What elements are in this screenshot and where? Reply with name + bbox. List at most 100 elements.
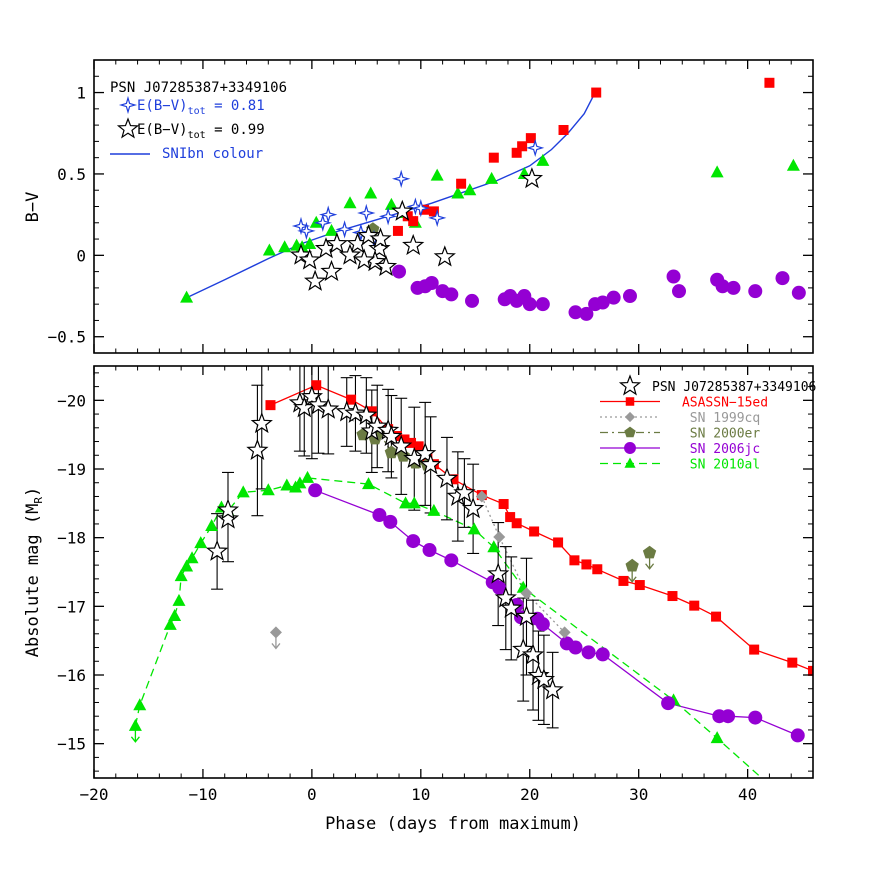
star4-point xyxy=(318,205,338,224)
sn2006jc-point xyxy=(715,279,730,294)
star4-point xyxy=(526,138,545,158)
sn2010al-point xyxy=(261,483,275,496)
asassn-point xyxy=(591,87,602,98)
sn2006jc-point xyxy=(748,284,763,299)
y-tick-label: 1 xyxy=(76,84,86,103)
x-tick-label: 30 xyxy=(629,785,648,804)
sn2010al-point xyxy=(536,153,550,166)
asassn-point xyxy=(634,580,645,591)
psn-point xyxy=(494,586,517,608)
sn2006jc-point xyxy=(444,287,459,302)
sn2010al-point xyxy=(786,158,800,171)
sn2000er-point xyxy=(642,545,657,559)
psn-point xyxy=(435,466,459,489)
sn2010al-point xyxy=(303,236,317,249)
y-tick-label: −18 xyxy=(57,529,86,548)
legend-label: SN 2000er xyxy=(690,427,761,442)
star5-point xyxy=(357,224,380,246)
sn2006jc-point xyxy=(424,276,439,291)
sn2010al-point xyxy=(236,485,250,498)
star5-point xyxy=(374,254,398,277)
lightcurve-panel-axes: −20 −10 0 10 20 30 40 −15 −16 −17 −18 −19 −20 xyxy=(57,366,814,804)
sn1999cq-upper-limit-arrow xyxy=(271,636,281,650)
lightcurve-panel: −20 −10 0 10 20 30 40 −15 −16 −17 −18 −19 −20 Absolu… xyxy=(23,365,816,834)
star5-point xyxy=(520,167,544,189)
psn-point xyxy=(521,643,545,665)
sn2010al-point xyxy=(172,593,186,606)
sn2010al-upper-limit-arrow xyxy=(130,729,140,743)
sn2006jc-point xyxy=(308,483,323,498)
asassn-point xyxy=(525,133,536,144)
legend-label-value: = 0.99 xyxy=(206,122,265,138)
sn2010al-line xyxy=(134,477,763,778)
star4-point xyxy=(291,216,311,236)
asassn-point xyxy=(511,147,522,158)
sn2006jc-point xyxy=(581,645,596,660)
asassn-point xyxy=(505,512,516,523)
legend-label: ASASSN−15ed xyxy=(682,396,768,411)
sn2010al-point xyxy=(430,168,444,181)
psn-point xyxy=(390,434,413,456)
star5-point xyxy=(303,269,327,291)
psn-point xyxy=(205,539,229,561)
lightcurve-panel-xlabel: Phase (days from maximum) xyxy=(325,814,581,834)
color-panel-ylabel: B−V xyxy=(23,192,43,223)
y-tick-label: −15 xyxy=(57,735,86,754)
legend-label-sub: tot xyxy=(188,130,206,141)
color-legend: PSN J07285387+3349106 E(B−V)tot = 0.81E(… xyxy=(110,80,287,162)
sn2010al-point xyxy=(467,522,481,535)
star5-point xyxy=(298,248,321,270)
sn2010al-point xyxy=(194,536,208,549)
legend-label-sub: tot xyxy=(188,106,206,117)
sn2010al-point xyxy=(301,470,315,483)
asassn-point xyxy=(667,591,678,602)
psn-point xyxy=(515,604,538,627)
star5-point xyxy=(320,259,343,282)
legend-marker xyxy=(624,442,636,454)
psn-point xyxy=(453,481,476,503)
sn2006jc-point xyxy=(775,271,790,286)
lightcurve-panel-frame xyxy=(93,365,814,779)
sn2010al-point xyxy=(407,496,421,509)
asassn-point xyxy=(265,400,276,411)
sn2000er-point xyxy=(625,558,639,572)
star5-point xyxy=(289,243,313,265)
y-tick-label: 0 xyxy=(76,246,86,265)
sn2006jc-point xyxy=(406,534,421,549)
star4-point xyxy=(411,198,430,218)
ylabel-suffix: ) xyxy=(23,487,43,497)
sn2010al-point xyxy=(133,698,147,711)
asassn-point xyxy=(366,406,377,417)
asassn-point xyxy=(413,441,424,452)
y-tick-label: −16 xyxy=(57,666,86,685)
sn2010al-point xyxy=(399,496,413,509)
psn-point xyxy=(307,393,330,415)
psn-point xyxy=(216,498,240,520)
legend-label-main: E(B−V) xyxy=(137,122,188,138)
asassn-point xyxy=(689,600,700,611)
sn1999cq-line xyxy=(481,496,566,633)
sn2006jc-point xyxy=(595,295,610,310)
sn2006jc-point xyxy=(522,297,537,312)
sn2006jc-point xyxy=(622,289,637,304)
sn2006jc-point xyxy=(595,647,610,662)
sn2006jc-point xyxy=(465,293,480,308)
sniBn-colour-curve xyxy=(186,92,596,299)
asassn-point xyxy=(428,206,439,217)
star5-point xyxy=(402,233,425,256)
star4-point xyxy=(406,197,425,216)
sn2006jc-point xyxy=(535,297,550,312)
sn2010al-point xyxy=(384,197,398,210)
x-tick-label: 40 xyxy=(738,785,757,804)
psn-point xyxy=(366,414,389,436)
sn2006jc-point xyxy=(372,508,387,523)
asassn-point xyxy=(392,225,403,236)
x-tick-label: 20 xyxy=(520,785,539,804)
psn-point xyxy=(532,668,556,690)
asassn-point xyxy=(346,394,357,405)
sn1999cq-point xyxy=(493,530,506,543)
ylabel-main: Absolute mag (M xyxy=(23,504,43,658)
legend-marker xyxy=(624,457,636,468)
sn2006jc-point xyxy=(726,280,741,295)
star4-point xyxy=(297,221,316,241)
